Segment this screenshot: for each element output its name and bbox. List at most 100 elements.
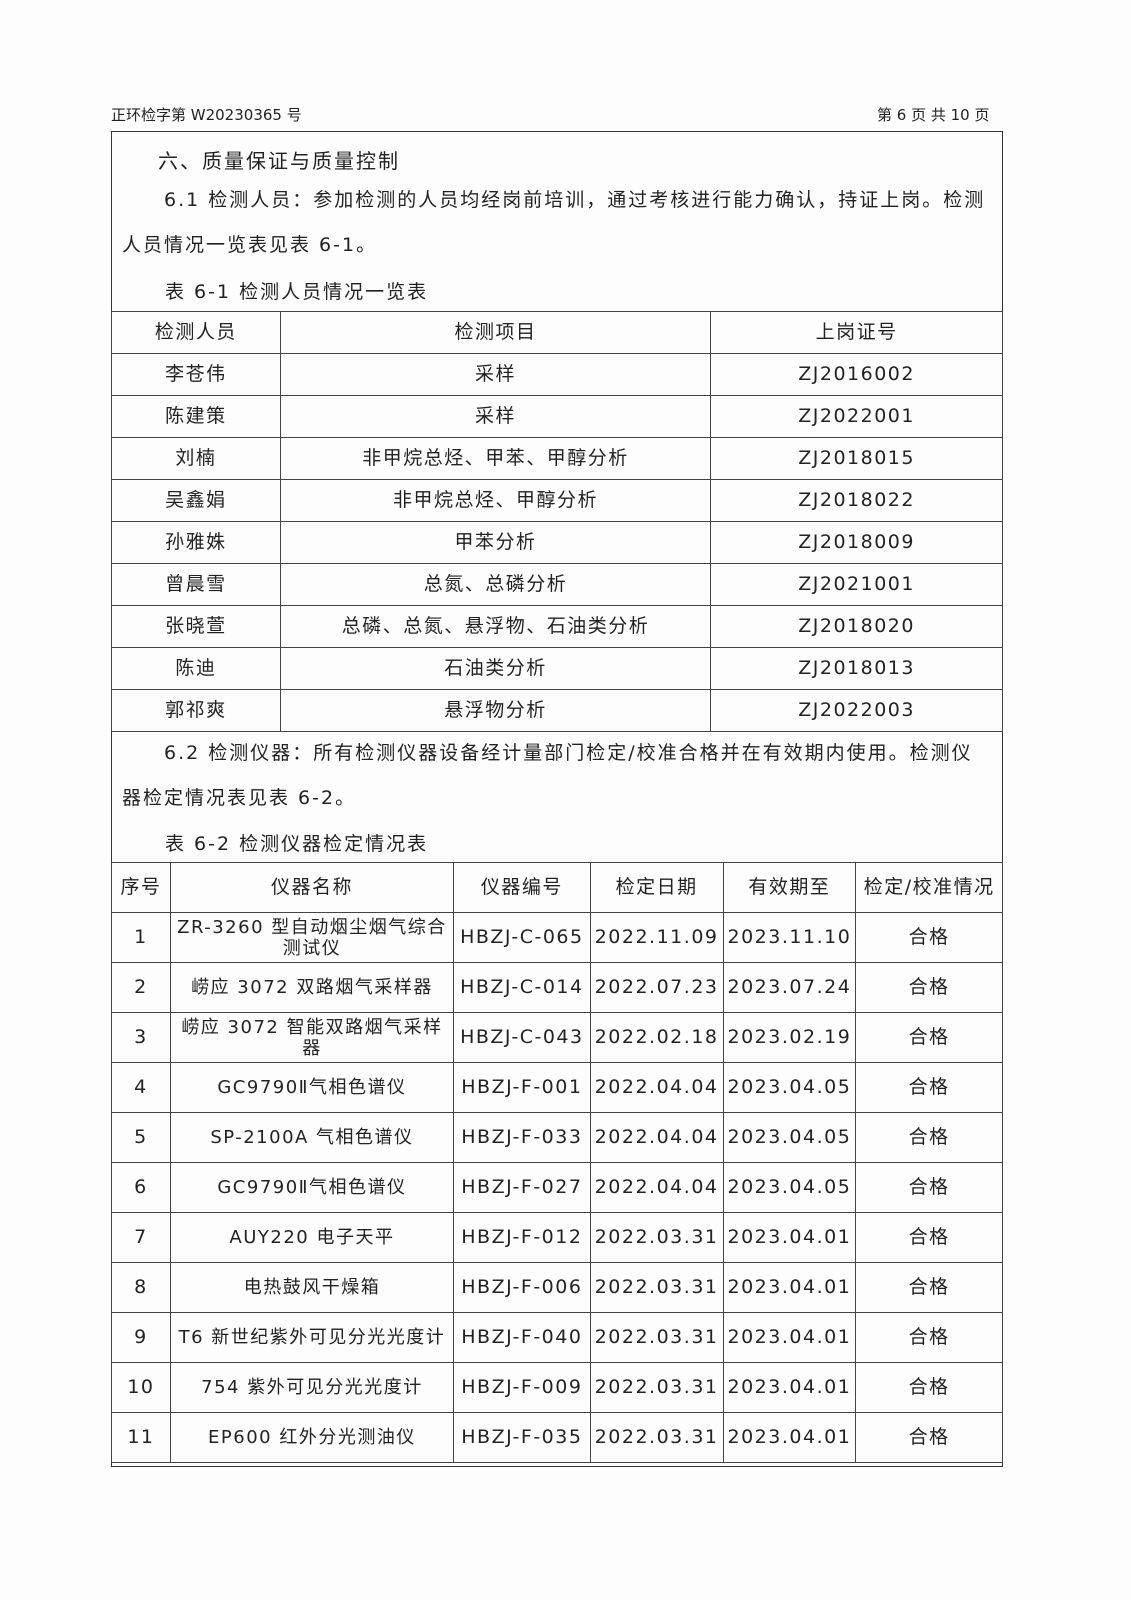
table-cell: 2022.03.31 <box>589 1362 724 1413</box>
table-cell: 2023.04.01 <box>722 1412 857 1463</box>
table-cell: ZJ2021001 <box>710 563 1003 606</box>
table-cell: 陈建策 <box>111 395 281 438</box>
table-cell: SP-2100A 气相色谱仪 <box>169 1112 455 1163</box>
table-row: 刘楠 非甲烷总烃、甲苯、甲醇分析 ZJ2018015 <box>111 437 1003 480</box>
table-cell: 采样 <box>279 353 712 396</box>
column-header: 仪器编号 <box>453 862 591 913</box>
table-cell: 合格 <box>855 1412 1003 1463</box>
column-header: 检测项目 <box>279 311 712 354</box>
table-cell: 2023.02.19 <box>722 1012 857 1063</box>
table-cell: 2022.07.23 <box>589 962 724 1013</box>
table-cell: 合格 <box>855 1362 1003 1413</box>
table-row: 4 GC9790Ⅱ气相色谱仪 HBZJ-F-001 2022.04.04 2023.04… <box>111 1062 1003 1113</box>
table-cell: HBZJ-F-035 <box>453 1412 591 1463</box>
frame <box>111 131 1003 1467</box>
table-cell: HBZJ-F-006 <box>453 1262 591 1313</box>
table-cell: 刘楠 <box>111 437 281 480</box>
table-row: 8 电热鼓风干燥箱 HBZJ-F-006 2022.03.31 2023.04.01 合格 <box>111 1262 1003 1313</box>
table-cell: 2023.04.01 <box>722 1212 857 1263</box>
column-header: 序号 <box>111 862 171 913</box>
table-cell: HBZJ-F-012 <box>453 1212 591 1263</box>
table-cell: 2022.04.04 <box>589 1112 724 1163</box>
table-row: 6 GC9790Ⅱ气相色谱仪 HBZJ-F-027 2022.04.04 2023.04… <box>111 1162 1003 1213</box>
table-cell: 石油类分析 <box>279 647 712 690</box>
table-cell: 10 <box>111 1362 171 1413</box>
table-cell: 非甲烷总烃、甲醇分析 <box>279 479 712 522</box>
table-caption: 表 6-1 检测人员情况一览表 <box>165 281 429 303</box>
table-cell: 张晓萱 <box>111 605 281 648</box>
column-header: 仪器名称 <box>169 862 455 913</box>
column-header: 检定/校准情况 <box>855 862 1003 913</box>
table-cell: 2023.04.05 <box>722 1162 857 1213</box>
doc-number: 正环检字第 W20230365 号 <box>111 106 302 124</box>
table-cell: 合格 <box>855 1312 1003 1363</box>
table-cell: 2023.04.01 <box>722 1312 857 1363</box>
table-cell: AUY220 电子天平 <box>169 1212 455 1263</box>
table-cell: 2023.11.10 <box>722 912 857 963</box>
table-row: 5 SP-2100A 气相色谱仪 HBZJ-F-033 2022.04.04 2023.… <box>111 1112 1003 1163</box>
table-cell: 李苍伟 <box>111 353 281 396</box>
table-cell: HBZJ-F-027 <box>453 1162 591 1213</box>
table-cell: 崂应 3072 智能双路烟气采样器 <box>169 1012 455 1063</box>
table-cell: 8 <box>111 1262 171 1313</box>
table-cell: 2023.07.24 <box>722 962 857 1013</box>
table-cell: 2022.03.31 <box>589 1262 724 1313</box>
table-row: 陈建策 采样 ZJ2022001 <box>111 395 1003 438</box>
table-cell: 1 <box>111 912 171 963</box>
table-cell: 合格 <box>855 1112 1003 1163</box>
table-cell: 陈迪 <box>111 647 281 690</box>
table-cell: 2 <box>111 962 171 1013</box>
table-cell: 754 紫外可见分光光度计 <box>169 1362 455 1413</box>
table-row: 郭祁爽 悬浮物分析 ZJ2022003 <box>111 689 1003 732</box>
table-cell: ZJ2016002 <box>710 353 1003 396</box>
table-cell: 2022.02.18 <box>589 1012 724 1063</box>
table-cell: 合格 <box>855 912 1003 963</box>
table-row: 9 T6 新世纪紫外可见分光光度计 HBZJ-F-040 2022.03.31 2023… <box>111 1312 1003 1363</box>
table-cell: 孙雅姝 <box>111 521 281 564</box>
table-cell: HBZJ-C-065 <box>453 912 591 963</box>
page-number: 第 6 页 共 10 页 <box>877 106 990 124</box>
table-cell: 4 <box>111 1062 171 1113</box>
column-header: 检测人员 <box>111 311 281 354</box>
paragraph: 6.2 检测仪器：所有检测仪器设备经计量部门检定/校准合格并在有效期内使用。检测… <box>122 742 973 809</box>
table-cell: 非甲烷总烃、甲苯、甲醇分析 <box>279 437 712 480</box>
table-body: 序号 仪器名称 仪器编号 检定日期 有效期至 检定/校准情况 1 ZR-3260 型自动烟尘烟… <box>111 862 1003 1463</box>
table-cell: 6 <box>111 1162 171 1213</box>
table-body: 检测人员 检测项目 上岗证号 李苍伟 采样 ZJ2016002 陈建策 采样 ZJ2022001… <box>111 311 1003 732</box>
table-cell: T6 新世纪紫外可见分光光度计 <box>169 1312 455 1363</box>
table-cell: 总氮、总磷分析 <box>279 563 712 606</box>
table-row: 曾晨雪 总氮、总磷分析 ZJ2021001 <box>111 563 1003 606</box>
table-row: 3 崂应 3072 智能双路烟气采样器 HBZJ-C-043 2022.02.18 20… <box>111 1012 1003 1063</box>
table-cell: 总磷、总氮、悬浮物、石油类分析 <box>279 605 712 648</box>
header-row: 检测人员 检测项目 上岗证号 <box>111 311 1003 354</box>
table-cell: 合格 <box>855 1162 1003 1213</box>
table-row: 张晓萱 总磷、总氮、悬浮物、石油类分析 ZJ2018020 <box>111 605 1003 648</box>
table-cell: ZJ2022001 <box>710 395 1003 438</box>
table-cell: ZJ2018020 <box>710 605 1003 648</box>
table-cell: 崂应 3072 双路烟气采样器 <box>169 962 455 1013</box>
column-header: 检定日期 <box>589 862 724 913</box>
table-row: 7 AUY220 电子天平 HBZJ-F-012 2022.03.31 2023.04.… <box>111 1212 1003 1263</box>
header-row: 序号 仪器名称 仪器编号 检定日期 有效期至 检定/校准情况 <box>111 862 1003 913</box>
table-cell: 2022.03.31 <box>589 1212 724 1263</box>
table-cell: 7 <box>111 1212 171 1263</box>
table-row: 10 754 紫外可见分光光度计 HBZJ-F-009 2022.03.31 2023.… <box>111 1362 1003 1413</box>
table-cell: ZJ2022003 <box>710 689 1003 732</box>
table-cell: ZJ2018013 <box>710 647 1003 690</box>
table-cell: GC9790Ⅱ气相色谱仪 <box>169 1162 455 1213</box>
table-cell: HBZJ-C-014 <box>453 962 591 1013</box>
table-cell: 曾晨雪 <box>111 563 281 606</box>
table-caption: 表 6-2 检测仪器检定情况表 <box>165 833 429 855</box>
table-cell: ZJ2018022 <box>710 479 1003 522</box>
table-cell: EP600 红外分光测油仪 <box>169 1412 455 1463</box>
table-cell: 2022.03.31 <box>589 1312 724 1363</box>
table-cell: HBZJ-F-040 <box>453 1312 591 1363</box>
table-cell: HBZJ-F-009 <box>453 1362 591 1413</box>
table-cell: 2022.03.31 <box>589 1412 724 1463</box>
table-cell: ZR-3260 型自动烟尘烟气综合测试仪 <box>169 912 455 963</box>
table-row: 陈迪 石油类分析 ZJ2018013 <box>111 647 1003 690</box>
section-title: 六、质量保证与质量控制 <box>158 149 400 173</box>
table-cell: HBZJ-F-033 <box>453 1112 591 1163</box>
personnel-table: 检测人员 检测项目 上岗证号 李苍伟 采样 ZJ2016002 陈建策 采样 ZJ2022001… <box>111 311 1003 732</box>
